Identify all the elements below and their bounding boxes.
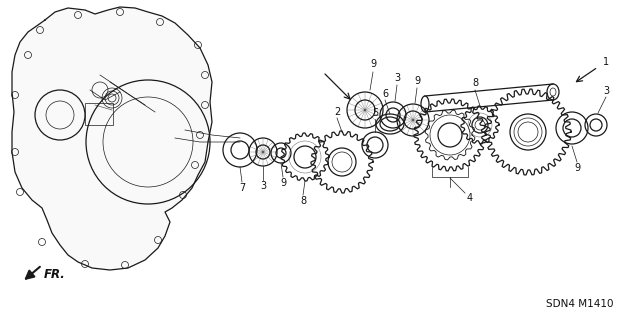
Text: 4: 4 [467,193,473,203]
Text: 3: 3 [260,181,266,191]
Text: 9: 9 [574,163,580,173]
Text: 9: 9 [280,178,286,188]
Polygon shape [12,7,212,270]
Text: 3: 3 [394,73,400,83]
Text: 8: 8 [300,196,306,206]
Bar [85,103,113,125]
Text: 2: 2 [334,107,340,117]
Text: 8: 8 [472,78,478,88]
Text: SDN4 M1410: SDN4 M1410 [547,299,614,309]
Text: 1: 1 [603,57,609,67]
Text: 9: 9 [370,59,376,69]
Text: 7: 7 [239,183,245,193]
Text: 3: 3 [603,86,609,96]
Text: 5: 5 [372,108,378,118]
Text: 6: 6 [382,89,388,99]
Text: FR.: FR. [44,268,66,281]
Text: 9: 9 [414,76,420,86]
